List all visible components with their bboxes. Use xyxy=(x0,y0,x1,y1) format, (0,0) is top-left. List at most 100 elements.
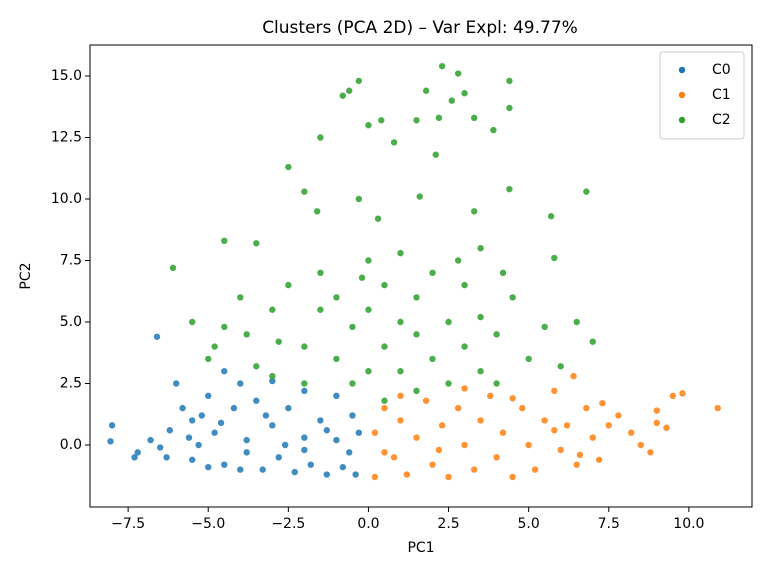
legend-marker xyxy=(678,66,686,74)
point xyxy=(346,449,353,456)
point xyxy=(470,114,478,122)
point xyxy=(378,117,385,124)
point xyxy=(166,427,173,434)
point xyxy=(599,399,606,407)
point xyxy=(301,188,308,195)
point xyxy=(477,245,484,252)
point xyxy=(487,392,494,400)
point xyxy=(454,404,462,412)
point xyxy=(461,385,468,392)
point xyxy=(499,269,507,277)
point xyxy=(349,323,356,331)
point xyxy=(381,281,388,289)
point xyxy=(490,126,497,134)
point xyxy=(397,249,404,257)
x-tick-label: 0.0 xyxy=(357,516,379,532)
point xyxy=(525,441,532,449)
point xyxy=(349,380,356,387)
point xyxy=(259,466,266,473)
point xyxy=(470,466,478,473)
y-axis-label: PC2 xyxy=(18,262,34,289)
point xyxy=(506,104,513,112)
point xyxy=(323,471,330,478)
point xyxy=(217,419,225,427)
point xyxy=(365,121,372,129)
point xyxy=(627,429,635,436)
point xyxy=(221,323,228,331)
point xyxy=(211,429,218,436)
point xyxy=(435,446,443,454)
point xyxy=(397,368,404,375)
y-tick-label: 5.0 xyxy=(60,314,82,330)
point xyxy=(269,372,276,380)
point xyxy=(432,151,439,158)
x-tick-label: −5.0 xyxy=(191,516,225,532)
point xyxy=(291,468,298,476)
legend-label: C1 xyxy=(712,87,731,103)
point xyxy=(269,422,276,429)
point xyxy=(134,449,141,456)
point xyxy=(422,397,430,404)
point xyxy=(253,363,260,370)
point xyxy=(576,451,584,459)
point xyxy=(317,306,324,313)
point xyxy=(551,387,558,395)
point xyxy=(153,333,161,340)
point xyxy=(595,456,603,463)
point xyxy=(541,417,548,424)
point xyxy=(653,419,661,427)
point xyxy=(285,163,292,171)
point xyxy=(557,446,564,454)
point xyxy=(397,417,404,424)
point xyxy=(301,446,308,454)
point xyxy=(339,463,347,471)
point xyxy=(563,422,571,429)
legend-label: C2 xyxy=(712,112,731,128)
point xyxy=(429,461,436,468)
point xyxy=(454,257,462,264)
point xyxy=(493,380,500,387)
point xyxy=(205,392,212,400)
point xyxy=(573,318,580,326)
point xyxy=(461,281,468,289)
point xyxy=(509,473,516,481)
point xyxy=(333,355,340,363)
point xyxy=(413,434,420,441)
point xyxy=(185,434,193,441)
point xyxy=(445,380,452,387)
point xyxy=(317,417,324,424)
point xyxy=(438,62,446,70)
point xyxy=(637,441,645,449)
point xyxy=(313,208,321,215)
point xyxy=(422,87,430,94)
point xyxy=(390,454,398,461)
point xyxy=(663,424,670,431)
point xyxy=(461,441,468,449)
point xyxy=(557,363,564,370)
point xyxy=(243,331,250,338)
point xyxy=(108,422,116,429)
x-tick-label: 10.0 xyxy=(673,516,704,532)
point xyxy=(669,392,677,400)
point xyxy=(365,257,372,264)
point xyxy=(381,449,388,456)
point xyxy=(397,318,404,326)
point xyxy=(531,466,539,473)
point xyxy=(281,441,289,449)
point xyxy=(355,429,363,436)
point xyxy=(390,139,398,146)
point xyxy=(470,208,478,215)
point xyxy=(275,454,282,461)
point xyxy=(147,436,154,444)
x-tick-label: 5.0 xyxy=(518,516,540,532)
point xyxy=(541,323,548,331)
point xyxy=(413,331,420,338)
point xyxy=(221,461,228,468)
point xyxy=(509,294,516,301)
point xyxy=(195,441,202,449)
point xyxy=(413,387,420,395)
point xyxy=(589,338,596,345)
point xyxy=(493,454,500,461)
point xyxy=(253,397,260,404)
point xyxy=(156,444,164,451)
